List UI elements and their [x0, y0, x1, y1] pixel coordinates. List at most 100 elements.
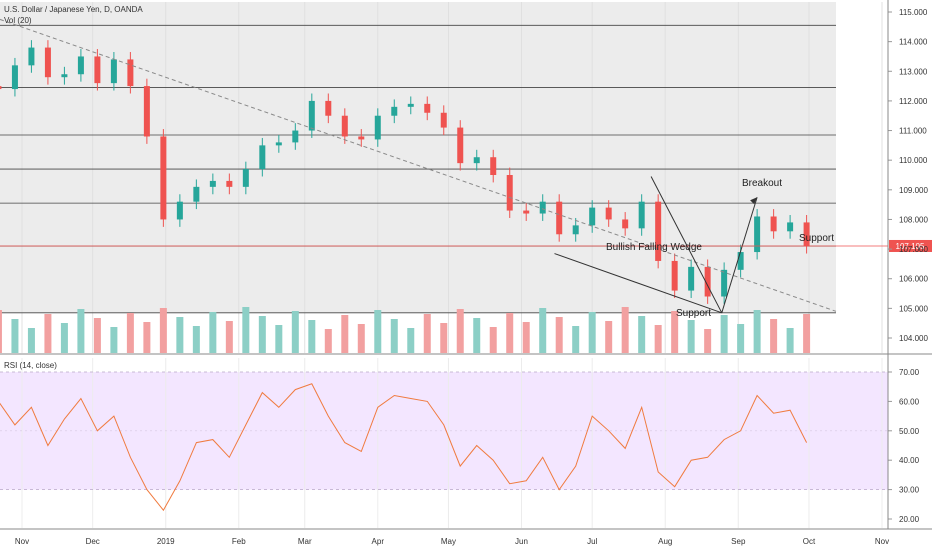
candle-body[interactable]	[77, 56, 84, 75]
candle-body[interactable]	[721, 269, 728, 297]
volume-bar	[621, 307, 629, 353]
candle-body[interactable]	[143, 86, 150, 137]
candle-body[interactable]	[110, 59, 117, 84]
rsi-tick-label: 50.00	[899, 427, 920, 436]
candle-body[interactable]	[0, 86, 2, 90]
volume-bar	[242, 307, 250, 353]
rsi-tick-label: 70.00	[899, 368, 920, 377]
price-tick-label: 110.000	[899, 156, 928, 165]
volume-bar	[786, 328, 794, 353]
annotation-support-bottom: Support	[676, 308, 711, 319]
price-tick-label: 112.000	[899, 97, 928, 106]
time-tick-label: Feb	[232, 537, 246, 546]
candle-body[interactable]	[638, 201, 645, 229]
candle-body[interactable]	[539, 201, 546, 214]
candle-body[interactable]	[407, 103, 414, 107]
volume-bar	[770, 319, 778, 353]
volume-bar	[506, 313, 514, 353]
candle-body[interactable]	[523, 210, 530, 214]
candle-body[interactable]	[259, 145, 266, 170]
candle-body[interactable]	[292, 130, 299, 143]
candle-body[interactable]	[671, 260, 678, 291]
price-tick-label: 113.000	[899, 67, 928, 76]
candle-body[interactable]	[754, 216, 761, 253]
candle-body[interactable]	[556, 201, 563, 235]
volume-bar	[539, 308, 547, 353]
wedge-line	[721, 197, 758, 313]
volume-bar	[588, 312, 596, 353]
volume-bar	[126, 313, 134, 353]
candle-body[interactable]	[506, 175, 513, 211]
candle-body[interactable]	[424, 103, 431, 113]
volume-bar	[572, 326, 580, 353]
candle-body[interactable]	[490, 157, 497, 175]
candle-body[interactable]	[572, 225, 579, 235]
volume-bar	[324, 329, 332, 353]
candle-body[interactable]	[737, 252, 744, 270]
candle-body[interactable]	[391, 106, 398, 116]
candle-body[interactable]	[374, 115, 381, 140]
volume-bar	[209, 312, 217, 353]
volume-bar	[753, 310, 761, 353]
time-tick-label: Jun	[515, 537, 528, 546]
candle-body[interactable]	[209, 180, 216, 187]
candle-body[interactable]	[94, 56, 101, 84]
volume-bar	[440, 323, 448, 353]
candle-body[interactable]	[176, 201, 183, 220]
candle-body[interactable]	[61, 74, 68, 78]
rsi-pane[interactable]	[0, 358, 888, 528]
candle-body[interactable]	[440, 112, 447, 128]
volume-bar	[687, 320, 695, 353]
volume-bar	[258, 316, 266, 353]
price-tick-label: 104.000	[899, 334, 928, 343]
time-tick-label: Nov	[15, 537, 29, 546]
time-tick-label: Aug	[658, 537, 672, 546]
rsi-band	[0, 372, 888, 490]
candle-body[interactable]	[44, 47, 51, 78]
breakout-arrow-head	[750, 197, 758, 205]
volume-bar	[390, 319, 398, 353]
trend-line-dashed	[0, 18, 837, 312]
volume-bar	[357, 324, 365, 353]
candle-body[interactable]	[622, 219, 629, 229]
price-tick-label: 111.000	[899, 127, 927, 136]
candle-body[interactable]	[457, 127, 464, 164]
candle-body[interactable]	[275, 142, 282, 146]
volume-bar	[489, 327, 497, 353]
candle-body[interactable]	[688, 266, 695, 291]
volume-bar	[159, 308, 167, 353]
candle-body[interactable]	[473, 157, 480, 164]
candle-body[interactable]	[127, 59, 134, 87]
volume-bar	[110, 327, 118, 353]
candle-body[interactable]	[193, 186, 200, 202]
candle-body[interactable]	[655, 201, 662, 261]
volume-bar	[522, 322, 530, 353]
candle-body[interactable]	[308, 100, 315, 131]
candle-body[interactable]	[160, 136, 167, 220]
candle-body[interactable]	[226, 180, 233, 187]
volume-bar	[27, 328, 35, 353]
volume-bar	[638, 316, 646, 353]
price-tick-label: 107.000	[899, 245, 928, 254]
volume-bar	[473, 318, 481, 353]
candle-body[interactable]	[11, 65, 18, 90]
candle-body[interactable]	[341, 115, 348, 137]
volume-label: Vol (20)	[4, 16, 32, 25]
candle-body[interactable]	[605, 207, 612, 220]
rsi-tick-label: 30.00	[899, 486, 920, 495]
candle-body[interactable]	[589, 207, 596, 226]
rsi-line	[0, 383, 808, 512]
price-pane[interactable]: 107.105	[0, 2, 932, 353]
candle-body[interactable]	[358, 136, 365, 140]
candle-body[interactable]	[325, 100, 332, 116]
candle-body[interactable]	[770, 216, 777, 232]
candle-body[interactable]	[803, 222, 810, 247]
time-tick-label: May	[441, 537, 456, 546]
candle-body[interactable]	[242, 169, 249, 187]
candle-body[interactable]	[28, 47, 35, 66]
candle-body[interactable]	[704, 266, 711, 297]
volume-bar	[225, 321, 233, 353]
volume-bar	[341, 315, 349, 353]
candle-body[interactable]	[787, 222, 794, 232]
